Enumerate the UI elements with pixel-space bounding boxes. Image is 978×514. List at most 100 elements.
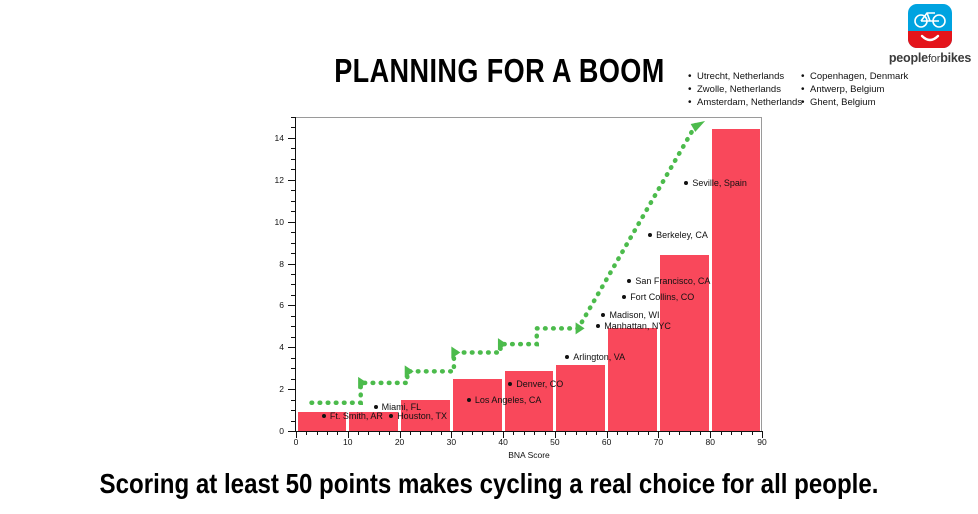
city-annotation: Denver, CO <box>508 379 563 389</box>
x-minor-tick <box>389 431 391 435</box>
x-minor-tick <box>637 431 639 435</box>
x-minor-tick <box>534 431 536 435</box>
x-minor-tick <box>679 431 681 435</box>
city-annotation-label: Ft. Smith, AR <box>329 410 383 421</box>
y-tick <box>288 305 296 307</box>
european-city-item: Copenhagen, Denmark <box>801 70 908 83</box>
y-tick <box>288 347 296 349</box>
european-cities-column-2: Copenhagen, DenmarkAntwerp, BelgiumGhent… <box>801 70 908 109</box>
city-annotation-label: Denver, CO <box>516 378 564 389</box>
x-tick <box>296 431 297 438</box>
city-annotation: San Francisco, CA <box>627 276 710 286</box>
y-tick-label: 4 <box>279 342 284 353</box>
x-tick-label: 80 <box>705 437 715 447</box>
city-dot-icon <box>684 181 689 186</box>
y-tick <box>288 263 296 265</box>
y-minor-tick <box>291 117 296 118</box>
x-minor-tick <box>337 431 339 435</box>
logo-wordmark: peopleforbikes <box>884 51 976 65</box>
x-minor-tick <box>306 431 308 435</box>
city-dot-icon <box>508 382 513 387</box>
y-minor-tick <box>291 169 296 171</box>
y-minor-tick <box>291 274 296 275</box>
x-tick <box>503 431 505 438</box>
city-annotation-label: Manhattan, NYC <box>604 321 671 332</box>
city-dot-icon <box>466 397 471 402</box>
x-tick-label: 70 <box>653 437 664 447</box>
x-tick <box>399 431 401 438</box>
european-city-item: Antwerp, Belgium <box>801 83 908 96</box>
y-minor-tick <box>291 148 296 150</box>
x-minor-tick <box>627 431 629 435</box>
brand-logo: peopleforbikes <box>884 4 976 65</box>
city-annotation: Madison, WI <box>601 310 660 320</box>
x-minor-tick <box>648 431 650 435</box>
x-minor-tick <box>596 431 598 435</box>
city-dot-icon <box>622 295 627 300</box>
x-minor-tick <box>327 431 329 435</box>
y-tick <box>288 179 296 181</box>
y-minor-tick <box>291 410 296 412</box>
y-minor-tick <box>291 368 296 370</box>
x-minor-tick <box>523 431 525 435</box>
y-minor-tick <box>291 242 296 244</box>
y-minor-tick <box>291 420 296 422</box>
city-annotation: Fort Collins, CO <box>622 292 694 302</box>
city-annotation: Miami, FL <box>373 401 422 412</box>
x-minor-tick <box>741 431 743 435</box>
city-dot-icon <box>648 233 653 238</box>
x-minor-tick <box>461 431 463 435</box>
y-tick-label: 14 <box>274 132 284 143</box>
city-dot-icon <box>373 404 378 409</box>
y-minor-tick <box>291 284 296 286</box>
x-minor-tick <box>420 431 422 435</box>
y-minor-tick <box>291 326 296 328</box>
city-annotation-label: Berkeley, CA <box>656 230 708 241</box>
x-minor-tick <box>565 431 567 435</box>
city-annotation-label: Miami, FL <box>381 401 422 412</box>
x-tick-label: 20 <box>394 437 405 447</box>
logo-mark <box>908 4 952 48</box>
x-minor-tick <box>720 431 722 435</box>
bar <box>349 412 399 431</box>
x-minor-tick <box>409 431 411 435</box>
y-minor-tick <box>291 378 296 380</box>
city-dot-icon <box>627 279 632 284</box>
y-tick-label: 2 <box>279 384 284 395</box>
chart-title: PLANNING FOR A BOOM <box>334 52 665 89</box>
y-minor-tick <box>291 232 296 234</box>
y-minor-tick <box>291 357 296 359</box>
city-annotation-label: Los Angeles, CA <box>474 394 542 405</box>
city-annotation-label: Arlington, VA <box>573 351 626 362</box>
x-tick-label: 50 <box>550 437 560 447</box>
y-minor-tick <box>291 200 296 202</box>
x-minor-tick <box>440 431 442 435</box>
x-minor-tick <box>378 431 380 435</box>
city-annotation: Ft. Smith, AR <box>321 410 383 421</box>
y-minor-tick <box>291 399 296 401</box>
city-annotations-layer: Ft. Smith, AR Houston, TX Miami, FL Los Ang… <box>296 117 762 431</box>
x-tick <box>606 431 608 438</box>
x-minor-tick <box>617 431 619 435</box>
logo-word-bikes: bikes <box>940 51 972 65</box>
y-minor-tick <box>291 253 296 255</box>
european-city-item: Amsterdam, Netherlands <box>688 96 802 109</box>
y-tick-label: 0 <box>279 426 284 436</box>
x-tick-label: 30 <box>446 437 457 447</box>
x-tick-label: 90 <box>757 437 767 447</box>
y-tick <box>288 431 296 432</box>
city-annotation: Los Angeles, CA <box>466 394 542 405</box>
x-tick-label: 40 <box>498 437 508 447</box>
x-tick <box>347 431 349 438</box>
y-minor-tick <box>291 294 296 296</box>
x-minor-tick <box>513 431 515 435</box>
y-minor-tick <box>291 158 296 160</box>
x-minor-tick <box>751 431 753 435</box>
city-annotation-label: San Francisco, CA <box>635 276 711 287</box>
x-axis-line <box>296 431 762 432</box>
y-tick <box>288 137 296 139</box>
y-tick-label: 10 <box>274 216 284 227</box>
y-minor-tick <box>291 190 296 192</box>
city-annotation: Berkeley, CA <box>648 230 708 240</box>
y-tick <box>288 389 296 391</box>
